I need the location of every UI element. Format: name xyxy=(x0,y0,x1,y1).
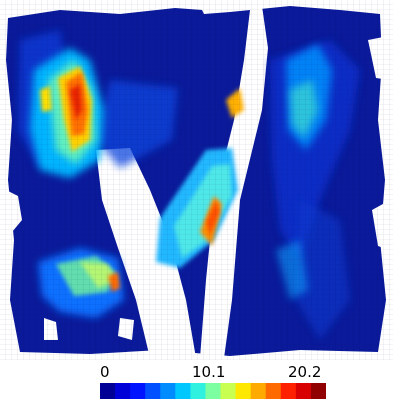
colorbar-swatch xyxy=(130,383,146,399)
colorbar-swatch xyxy=(175,383,191,399)
colorbar-swatch xyxy=(265,383,282,399)
colorbar-swatch xyxy=(115,383,131,399)
colorbar-mid-label: 10.1 xyxy=(192,363,226,381)
colorbar-swatch xyxy=(145,383,161,399)
colorbar-min-label: 0 xyxy=(100,363,110,381)
heatmap-surface-render xyxy=(0,0,393,360)
colorbar xyxy=(100,383,326,399)
colorbar-swatch xyxy=(220,383,237,399)
colorbar-swatch xyxy=(190,383,206,399)
colorbar-swatch xyxy=(160,383,176,399)
colorbar-swatch xyxy=(310,383,326,399)
colorbar-swatch xyxy=(100,383,116,399)
colorbar-swatch xyxy=(250,383,267,399)
colorbar-swatch xyxy=(280,383,297,399)
colorbar-max-label: 20.2 xyxy=(288,363,322,381)
colorbar-swatch xyxy=(205,383,222,399)
colorbar-swatch xyxy=(235,383,252,399)
colorbar-swatch xyxy=(295,383,312,399)
